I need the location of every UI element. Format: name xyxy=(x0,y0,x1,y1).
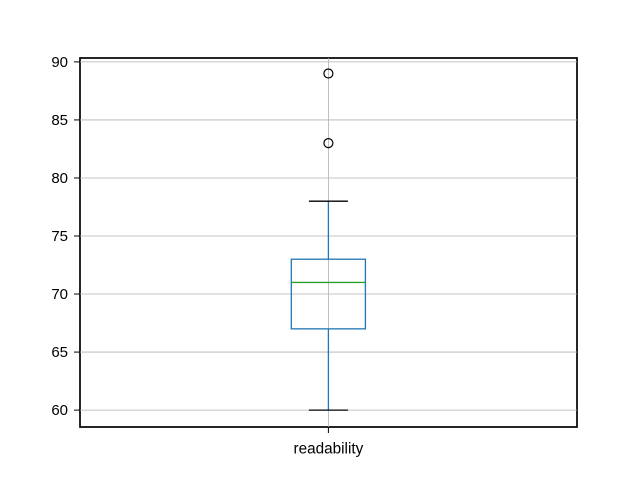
svg-text:80: 80 xyxy=(51,170,68,187)
svg-text:90: 90 xyxy=(51,54,68,71)
svg-text:60: 60 xyxy=(51,402,68,419)
svg-text:75: 75 xyxy=(51,228,68,245)
svg-text:readability: readability xyxy=(294,441,364,458)
svg-text:85: 85 xyxy=(51,112,68,129)
svg-text:70: 70 xyxy=(51,286,68,303)
svg-text:65: 65 xyxy=(51,344,68,361)
